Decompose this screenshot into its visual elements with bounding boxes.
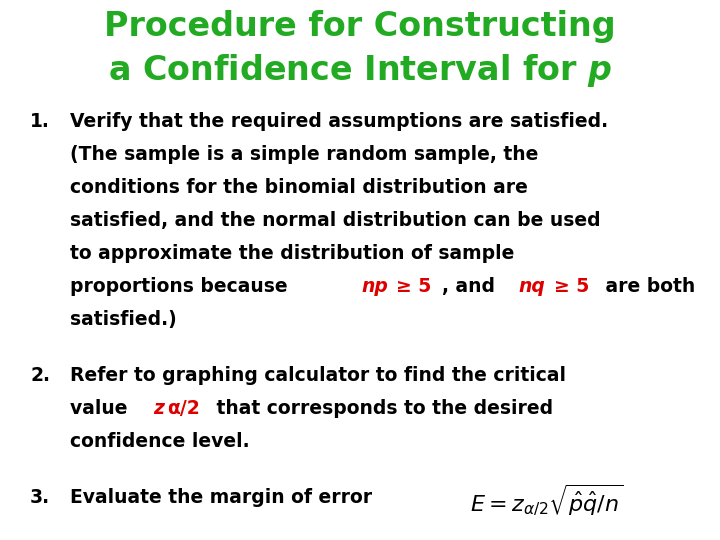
Text: proportions because: proportions because (70, 277, 294, 296)
Text: z: z (153, 399, 164, 418)
Text: ≥ 5: ≥ 5 (554, 277, 589, 296)
Text: ≥ 5: ≥ 5 (396, 277, 431, 296)
Text: are both: are both (599, 277, 696, 296)
Text: a Confidence Interval for $\bfit{p}$: a Confidence Interval for $\bfit{p}$ (108, 52, 612, 89)
Text: 2.: 2. (30, 366, 50, 385)
Text: 3.: 3. (30, 488, 50, 507)
Text: Verify that the required assumptions are satisfied.: Verify that the required assumptions are… (70, 112, 608, 131)
Text: Evaluate the margin of error: Evaluate the margin of error (70, 488, 372, 507)
Text: α/2: α/2 (167, 399, 200, 418)
Text: satisfied, and the normal distribution can be used: satisfied, and the normal distribution c… (70, 211, 600, 230)
Text: to approximate the distribution of sample: to approximate the distribution of sampl… (70, 244, 514, 263)
Text: that corresponds to the desired: that corresponds to the desired (210, 399, 553, 418)
Text: , and: , and (441, 277, 501, 296)
Text: 1.: 1. (30, 112, 50, 131)
Text: (The sample is a simple random sample, the: (The sample is a simple random sample, t… (70, 145, 539, 164)
Text: value: value (70, 399, 134, 418)
Text: conditions for the binomial distribution are: conditions for the binomial distribution… (70, 178, 528, 197)
Text: np: np (361, 277, 388, 296)
Text: confidence level.: confidence level. (70, 432, 250, 451)
Text: $E = z_{\alpha/2}\sqrt{\hat{p}\hat{q}/n}$: $E = z_{\alpha/2}\sqrt{\hat{p}\hat{q}/n}… (470, 483, 624, 518)
Text: nq: nq (519, 277, 546, 296)
Text: satisfied.): satisfied.) (70, 310, 176, 329)
Text: Refer to graphing calculator to find the critical: Refer to graphing calculator to find the… (70, 366, 566, 385)
Text: Procedure for Constructing: Procedure for Constructing (104, 10, 616, 43)
